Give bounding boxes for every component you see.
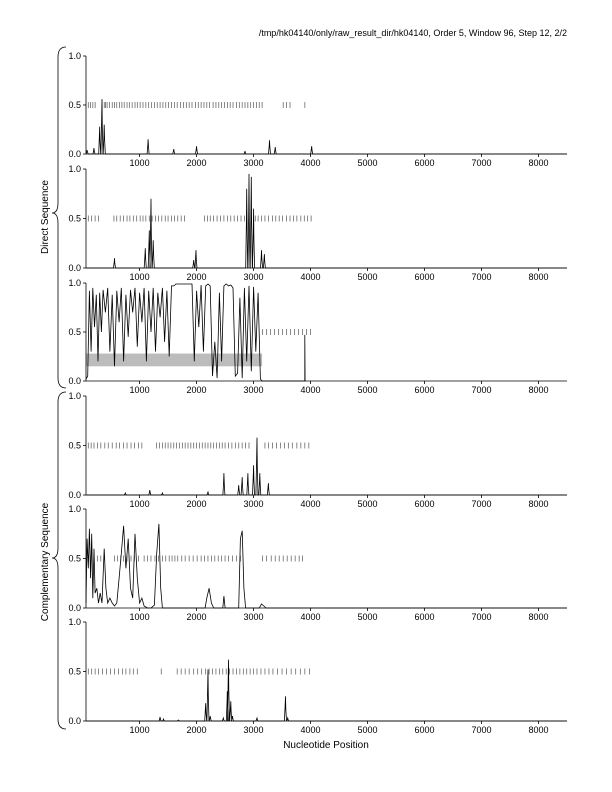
panel-6-x-tick-label: 6000 [415,725,435,735]
panel-2-y-tick-label: 1.0 [68,164,81,174]
panel-1-x-tick-label: 4000 [301,158,321,168]
panel-3-y-tick-label: 0.5 [68,327,81,337]
panel-5-y-tick-label: 0.5 [68,554,81,564]
panel-1-x-tick-label: 3000 [244,158,264,168]
panel-6-x-tick-label: 7000 [471,725,491,735]
file-header: /tmp/hk04140/only/raw_result_dir/hk04140… [259,28,567,38]
panel-4-x-tick-label: 1000 [130,499,150,509]
panel-6-y-tick-label: 0.5 [68,667,81,677]
panel-5-x-tick-label: 4000 [301,612,321,622]
panel-4-x-tick-label: 4000 [301,499,321,509]
panel-6-y-tick-label: 0.0 [68,716,81,726]
panel-2-x-tick-label: 2000 [187,272,207,282]
panel-5-y-tick-label: 1.0 [68,504,81,514]
panel-1-series-line [85,99,567,155]
panel-3-x-tick-label: 3000 [244,385,264,395]
panel-5-x-tick-label: 6000 [415,612,435,622]
panel-3-x-tick-label: 5000 [358,385,378,395]
panel-2-y-tick-label: 0.5 [68,214,81,224]
panel-2-x-tick-label: 6000 [415,272,435,282]
panel-6-y-tick-label: 1.0 [68,617,81,627]
panel-1-y-tick-label: 0.5 [68,100,81,110]
panel-3-x-tick-label: 7000 [471,385,491,395]
panel-4-y-tick-label: 0.5 [68,441,81,451]
panel-2-y-tick-label: 0.0 [68,263,81,273]
panel-5-x-tick-label: 5000 [358,612,378,622]
panel-1-x-tick-label: 1000 [130,158,150,168]
group-brace-top [51,46,67,389]
panel-4-x-tick-label: 6000 [415,499,435,509]
panel-1-y-tick-label: 1.0 [68,51,81,61]
panel-4-x-tick-label: 7000 [471,499,491,509]
panel-6-x-tick-label: 1000 [130,725,150,735]
panel-2-series-line [86,173,567,269]
panel-5-x-tick-label: 3000 [244,612,264,622]
panel-5-x-tick-label: 2000 [187,612,207,622]
panel-5-y-tick-label: 0.0 [68,603,81,613]
panel-4-x-tick-label: 2000 [187,499,207,509]
panel-4-x-tick-label: 8000 [528,499,548,509]
panel-2-x-tick-label: 5000 [358,272,378,282]
panel-1-x-tick-label: 6000 [415,158,435,168]
panel-3-y-tick-label: 0.0 [68,376,81,386]
panel-3-x-tick-label: 2000 [187,385,207,395]
panel-6-series-line [86,659,567,722]
panel-1-x-tick-label: 2000 [187,158,207,168]
panel-5-x-tick-label: 8000 [528,612,548,622]
panel-4-y-tick-label: 1.0 [68,391,81,401]
panel-3-x-tick-label: 1000 [130,385,150,395]
panel-3-x-tick-label: 8000 [528,385,548,395]
panel-1-x-tick-label: 7000 [471,158,491,168]
panel-1-x-tick-label: 5000 [358,158,378,168]
panel-3-y-tick-label: 1.0 [68,278,81,288]
panel-6-x-tick-label: 4000 [301,725,321,735]
panel-6-x-tick-label: 5000 [358,725,378,735]
panel-2-x-tick-label: 3000 [244,272,264,282]
panel-6-x-tick-label: 8000 [528,725,548,735]
group-brace-bottom [51,391,67,730]
panels: 0.0 0.5 1.0 1000 2000 3000 4000 5000 6000 7000 800… [68,51,567,735]
panel-2-x-tick-label: 4000 [301,272,321,282]
panel-4-x-tick-label: 3000 [244,499,264,509]
x-axis-label: Nucleotide Position [283,740,369,751]
panel-5-x-tick-label: 1000 [130,612,150,622]
panel-5-x-tick-label: 7000 [471,612,491,622]
group-label-complementary: Complementary Sequence [40,502,51,621]
panel-2-x-tick-label: 1000 [130,272,150,282]
panel-3-x-tick-label: 6000 [415,385,435,395]
panel-3-band [86,353,263,367]
panel-5-series-line [85,523,567,609]
panel-1-x-tick-label: 8000 [528,158,548,168]
panel-6-x-tick-label: 3000 [244,725,264,735]
group-label-direct: Direct Sequence [40,180,51,254]
panel-6-x-tick-label: 2000 [187,725,207,735]
panel-4-y-tick-label: 0.0 [68,490,81,500]
panel-4-x-tick-label: 5000 [358,499,378,509]
panel-1-y-tick-label: 0.0 [68,149,81,159]
panel-2-x-tick-label: 7000 [471,272,491,282]
panel-4-series-line [86,437,567,496]
panel-3-x-tick-label: 4000 [301,385,321,395]
panel-2-x-tick-label: 8000 [528,272,548,282]
panel-3-series-line [85,283,306,382]
